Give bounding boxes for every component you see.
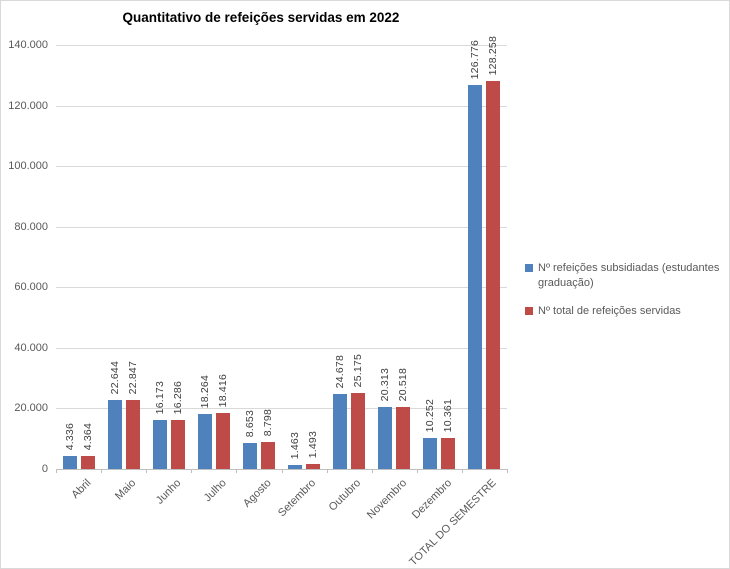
bar-data-label: 1.463 — [289, 431, 302, 459]
x-category-label: Outubro — [327, 477, 364, 514]
bar-series2 — [80, 456, 95, 469]
legend: Nº refeições subsidiadas (estudantes gra… — [525, 261, 723, 332]
bar-series2 — [306, 464, 321, 469]
bar-series2 — [351, 393, 366, 469]
x-category-label: TOTAL DO SEMESTRE — [407, 477, 499, 569]
bar-series1 — [197, 414, 212, 469]
x-category-label: Junho — [153, 477, 184, 507]
chart-title: Quantitativo de refeições servidas em 20… — [122, 10, 400, 25]
x-category-label: Novembro — [364, 477, 409, 522]
gridline — [56, 105, 507, 107]
x-axis-tick — [281, 469, 283, 473]
bar-series1 — [378, 407, 393, 469]
bar-data-label: 4.364 — [81, 422, 94, 450]
legend-swatch-icon — [525, 264, 533, 272]
bar-series2 — [441, 438, 456, 469]
y-axis-tick-label: 20.000 — [14, 402, 48, 415]
bar-data-label: 8.798 — [261, 408, 274, 436]
bar-data-label: 8.653 — [243, 409, 256, 437]
y-axis-tick-label: 100.000 — [8, 160, 48, 173]
x-category-label: Agosto — [240, 477, 274, 510]
y-axis-tick-label: 120.000 — [8, 99, 48, 112]
bar-series2 — [486, 81, 501, 469]
x-axis-tick — [461, 469, 463, 473]
legend-label: Nº refeições subsidiadas (estudantes gra… — [538, 262, 720, 289]
bar-series1 — [288, 465, 303, 469]
bar-data-label: 126.776 — [469, 39, 482, 79]
gridline — [56, 347, 507, 349]
x-axis-tick — [56, 469, 57, 473]
x-axis-tick — [326, 469, 328, 473]
x-axis-tick — [371, 469, 373, 473]
bar-series1 — [107, 400, 122, 469]
bar-data-label: 4.336 — [63, 422, 76, 450]
bar-series1 — [423, 438, 438, 469]
y-axis-tick-label: 80.000 — [14, 220, 48, 233]
y-axis-tick-label: 60.000 — [14, 281, 48, 294]
x-axis-tick — [416, 469, 418, 473]
legend-swatch-icon — [525, 306, 533, 315]
y-axis-tick-label: 0 — [41, 463, 48, 475]
bar-data-label: 25.175 — [352, 353, 365, 387]
gridline — [56, 45, 507, 46]
bar-data-label: 20.518 — [397, 367, 410, 401]
x-axis-tick — [101, 469, 103, 473]
bar-series1 — [152, 420, 167, 469]
x-axis-tick — [236, 469, 238, 473]
gridline — [56, 166, 507, 168]
bar-data-label: 1.493 — [307, 430, 320, 458]
gridline — [56, 408, 507, 410]
bar-series2 — [260, 442, 275, 469]
x-axis-tick — [146, 469, 148, 473]
bar-series1 — [333, 394, 348, 469]
gridline — [56, 287, 507, 289]
bar-data-label: 24.678 — [334, 354, 347, 388]
bar-series1 — [242, 443, 257, 469]
bar-data-label: 18.416 — [216, 373, 229, 407]
legend-label: Nº total de refeições servidas — [538, 304, 681, 317]
x-category-label: Abril — [68, 477, 94, 502]
legend-item: Nº refeições subsidiadas (estudantes gra… — [525, 261, 723, 291]
x-category-label: Maio — [112, 477, 139, 503]
bar-series2 — [215, 413, 230, 469]
bar-data-label: 20.313 — [379, 367, 392, 401]
x-axis-tick — [191, 469, 193, 473]
x-axis-tick — [507, 469, 508, 473]
x-category-label: Dezembro — [409, 477, 454, 522]
gridline — [56, 226, 507, 228]
bar-series1 — [468, 85, 483, 469]
bar-series2 — [396, 407, 411, 469]
bar-series2 — [125, 400, 140, 469]
bar-series2 — [170, 420, 185, 469]
y-axis-tick-label: 40.000 — [14, 341, 48, 354]
y-axis-tick-label: 140.000 — [8, 39, 48, 51]
bar-data-label: 10.361 — [442, 398, 455, 432]
bar-data-label: 10.252 — [424, 398, 437, 432]
x-category-label: Julho — [201, 477, 229, 505]
x-category-label: Setembro — [276, 477, 319, 520]
bar-data-label: 16.286 — [171, 380, 184, 414]
bar-data-label: 22.847 — [126, 360, 139, 394]
bar-series1 — [62, 456, 77, 469]
bar-data-label: 16.173 — [153, 380, 166, 414]
bar-data-label: 128.258 — [487, 35, 500, 75]
bar-data-label: 18.264 — [198, 374, 211, 408]
legend-item: Nº total de refeições servidas — [525, 304, 723, 319]
bar-data-label: 22.644 — [108, 360, 121, 394]
